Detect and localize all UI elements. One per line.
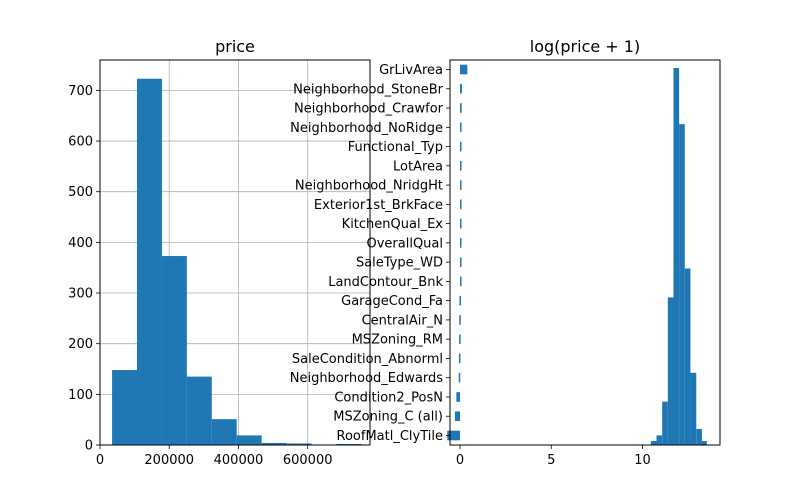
price-histogram-bar	[211, 419, 237, 445]
coefficient-category-label: MSZoning_C (all)	[333, 410, 443, 425]
coefficient-category-label: SaleType_WD	[356, 256, 443, 271]
coefficient-category-label: SaleCondition_Abnorml	[292, 352, 443, 367]
log-price-histogram-bar	[696, 428, 702, 445]
log-price-axes-frame	[449, 59, 721, 446]
coefficient-category-label: CentralAir_N	[362, 313, 443, 328]
price-histogram-bar	[236, 435, 262, 445]
log-price-x-tick-label: 10	[634, 453, 651, 468]
coefficient-bar	[460, 218, 462, 229]
coefficient-category-label: Neighborhood_StoneBr	[293, 82, 444, 97]
coefficient-bar	[460, 257, 462, 267]
price-axes-frame	[99, 59, 371, 446]
log-price-histogram-bar	[656, 435, 663, 445]
coefficient-bar	[460, 122, 462, 133]
coefficient-bar	[460, 180, 462, 190]
coefficient-bar	[460, 64, 468, 75]
coefficient-bar	[460, 199, 462, 210]
coefficient-bar	[460, 276, 462, 287]
coefficient-category-label: Neighborhood_Crawfor	[294, 102, 444, 117]
log-price-x-tick-label: 5	[547, 453, 555, 468]
coefficient-bar	[460, 83, 462, 94]
coefficient-bar	[456, 392, 461, 402]
price-histogram-bar	[112, 370, 138, 445]
price-x-ticks: 0 200000 400000 600000	[96, 445, 333, 468]
coefficient-category-label: KitchenQual_Ex	[342, 217, 444, 232]
price-y-tick-label: 400	[68, 236, 93, 251]
coefficient-category-label: Functional_Typ	[348, 140, 443, 155]
price-chart-title: price	[215, 37, 255, 56]
price-histogram-axes: 0 200000 400000 600000 0 100 200 300 400 500 600 7…	[68, 37, 371, 468]
log-price-histogram-bar	[662, 401, 668, 445]
coefficient-category-label: LandContour_Bnk	[328, 275, 443, 290]
coefficient-bar	[458, 372, 461, 383]
price-x-tick-label: 600000	[283, 453, 333, 468]
coefficient-category-label: GarageCond_Fa	[341, 294, 443, 309]
price-y-ticks: 0 100 200 300 400 500 600 700	[68, 84, 100, 454]
coefficient-bar	[459, 315, 461, 325]
log-price-x-ticks: 0 5 10	[456, 445, 651, 468]
log-price-histogram-bar	[673, 68, 680, 445]
log-price-histogram-bar	[667, 297, 674, 445]
coefficient-category-label: Condition2_PosN	[334, 390, 443, 405]
price-y-tick-label: 500	[68, 185, 93, 200]
coefficient-category-label: GrLivArea	[379, 63, 443, 78]
log-price-histogram-bar	[684, 268, 691, 445]
log-price-histogram-bar	[690, 372, 697, 445]
log-price-x-tick-label: 0	[456, 453, 464, 468]
coefficient-bars	[447, 64, 468, 441]
price-x-tick-label: 200000	[144, 453, 194, 468]
coefficient-bar	[458, 353, 461, 364]
price-histogram-bar	[137, 78, 162, 446]
log-price-histogram-bar	[701, 440, 707, 445]
price-y-tick-label: 600	[68, 135, 93, 150]
coefficient-category-label: Neighborhood_NridgHt	[295, 179, 443, 194]
coefficient-category-label: Neighborhood_Edwards	[290, 371, 443, 386]
coefficient-category-label: Neighborhood_NoRidge	[290, 121, 443, 136]
price-histogram-bar	[161, 256, 187, 445]
price-y-tick-label: 200	[68, 337, 93, 352]
price-histogram-bar	[336, 443, 362, 445]
coefficient-category-label: MSZoning_RM	[352, 333, 443, 348]
coefficient-bar	[460, 141, 462, 152]
coefficient-bar	[454, 411, 461, 422]
price-histogram-bar	[286, 443, 312, 445]
log-price-axes: 0 5 10 GrLivArea Neighborhood_StoneBr Neighb…	[290, 37, 721, 468]
log-price-histogram-bar	[679, 124, 685, 446]
price-histogram-bar	[261, 442, 287, 445]
price-histogram-bar	[186, 376, 212, 445]
coefficient-category-label: Exterior1st_BrkFace	[314, 198, 443, 213]
price-y-tick-label: 700	[68, 84, 93, 99]
log-price-histogram-bar	[650, 440, 657, 445]
coefficient-bar	[459, 334, 461, 344]
coefficient-category-label: RoofMatl_ClyTile	[337, 429, 443, 444]
price-y-tick-label: 0	[85, 439, 93, 454]
coefficient-category-ticks: GrLivArea Neighborhood_StoneBr Neighborhoo…	[290, 63, 450, 444]
coefficient-bar	[447, 430, 461, 441]
coefficient-bar	[460, 238, 462, 248]
log-price-chart-title: log(price + 1)	[530, 37, 640, 56]
log-price-histogram-bars	[650, 68, 707, 446]
coefficient-category-label: OverallQual	[366, 236, 443, 251]
coefficient-category-label: LotArea	[393, 159, 443, 174]
price-x-tick-label: 0	[96, 453, 104, 468]
coefficient-bar	[459, 295, 461, 306]
price-y-tick-label: 300	[68, 287, 93, 302]
price-x-tick-label: 400000	[214, 453, 264, 468]
coefficient-bar	[460, 161, 462, 171]
price-y-tick-label: 100	[68, 388, 93, 403]
coefficient-bar	[460, 103, 462, 113]
price-bars	[112, 78, 362, 446]
